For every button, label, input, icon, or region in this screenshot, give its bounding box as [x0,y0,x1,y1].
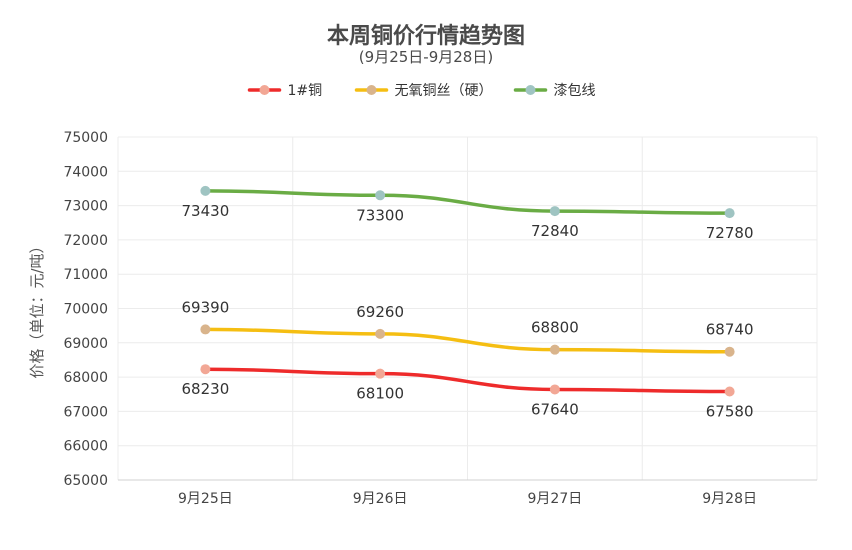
legend-swatch-marker [259,85,270,95]
data-point [724,386,735,397]
data-point [724,208,735,219]
x-tick-label: 9月27日 [528,491,583,507]
data-point [375,328,386,339]
data-label: 73300 [356,206,404,224]
data-point [375,368,386,379]
series-line [203,327,732,354]
data-label: 68100 [356,385,404,403]
x-tick-label: 9月28日 [702,491,757,507]
data-label: 67580 [706,403,754,421]
data-label: 72780 [706,224,754,242]
legend-label: 无氧铜丝（硬） [395,83,493,99]
y-tick-label: 72000 [63,233,108,249]
y-tick-label: 71000 [63,267,108,283]
data-point [200,185,211,196]
data-label: 68800 [531,319,579,337]
data-point [375,190,386,201]
y-axis-label: 价格（单位：元/吨） [28,238,46,378]
y-tick-label: 66000 [63,439,108,455]
data-label: 69390 [182,298,230,316]
series-line [203,367,732,394]
y-tick-label: 68000 [63,370,108,386]
chart-title: 本周铜价行情趋势图 [326,24,525,49]
y-tick-label: 73000 [63,199,108,215]
data-point [200,324,211,335]
data-point [724,346,735,357]
x-tick-label: 9月26日 [353,491,408,507]
y-tick-label: 74000 [63,164,108,180]
series-line [203,189,732,215]
x-tick-label: 9月25日 [178,491,233,507]
data-label: 67640 [531,400,579,418]
legend-swatch-marker [525,85,536,95]
y-tick-label: 65000 [63,473,108,489]
y-tick-label: 69000 [63,336,108,352]
data-label: 68230 [182,380,230,398]
chart-subtitle: (9月25日-9月28日) [358,48,494,66]
data-label: 73430 [182,202,230,220]
data-point [549,344,560,355]
data-label: 72840 [531,222,579,240]
y-tick-label: 70000 [63,302,108,318]
data-point [200,364,211,375]
data-point [549,384,560,395]
data-label: 69260 [356,303,404,321]
legend-swatch-marker [366,85,377,95]
data-label: 68740 [706,321,754,339]
legend-label: 漆包线 [554,83,596,99]
y-tick-label: 75000 [63,130,108,146]
y-tick-label: 67000 [63,404,108,420]
legend-label: 1#铜 [288,83,323,99]
data-point [549,206,560,217]
